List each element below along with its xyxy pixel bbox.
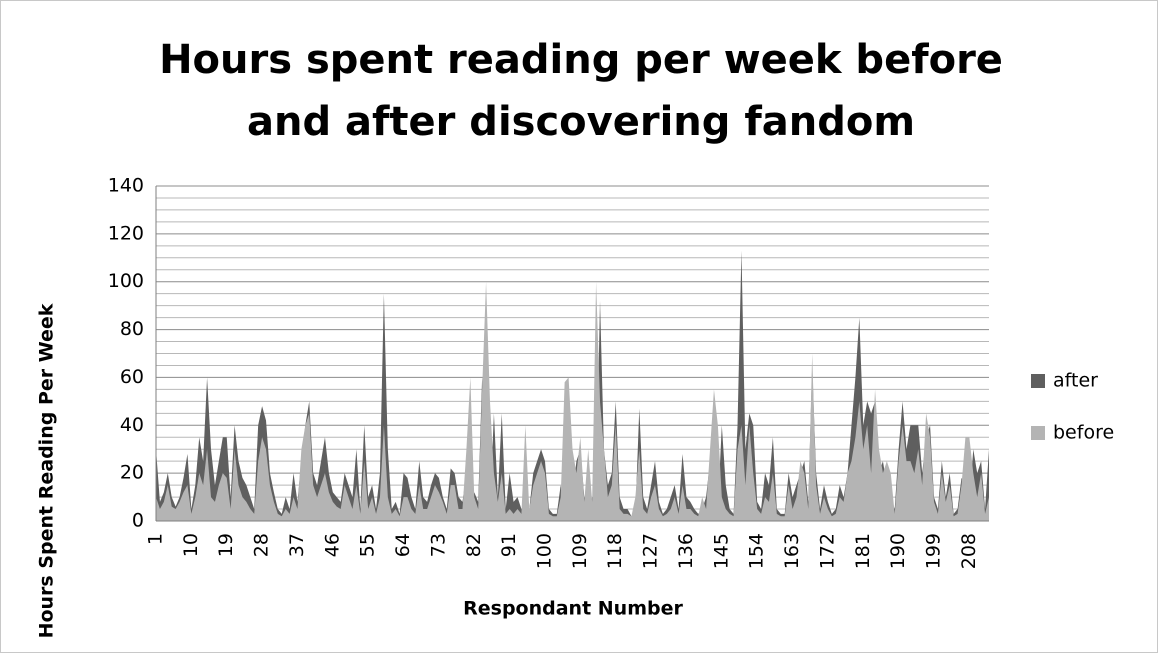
- x-tick-label: 127: [640, 533, 662, 569]
- x-tick-label: 109: [569, 533, 591, 569]
- x-tick-label: 91: [498, 533, 520, 557]
- x-tick-label: 37: [286, 533, 308, 557]
- x-tick-label: 199: [922, 533, 944, 569]
- x-tick-label: 82: [463, 533, 485, 557]
- x-tick-label: 163: [781, 533, 803, 569]
- legend-label: before: [1053, 422, 1114, 444]
- y-tick-label: 120: [108, 222, 144, 244]
- x-tick-label: 19: [215, 533, 237, 557]
- x-axis-title: Respondant Number: [463, 598, 683, 620]
- x-tick-label: 1: [145, 533, 167, 545]
- x-tick-label: 118: [604, 533, 626, 569]
- legend-label: after: [1053, 370, 1098, 392]
- y-tick-label: 80: [120, 318, 144, 340]
- y-tick-label: 100: [108, 270, 144, 292]
- y-tick-label: 60: [120, 366, 144, 388]
- legend-swatch: [1031, 374, 1045, 388]
- x-tick-label: 10: [180, 533, 202, 557]
- x-tick-label: 172: [816, 533, 838, 569]
- x-tick-label: 181: [852, 533, 874, 569]
- legend-swatch: [1031, 426, 1045, 440]
- y-tick-label: 140: [108, 175, 144, 197]
- chart-title: Hours spent reading per week before and …: [159, 37, 1003, 145]
- y-axis-title: Hours Spent Reading Per Week: [36, 303, 58, 638]
- x-tick-label: 46: [321, 533, 343, 557]
- area: [156, 281, 989, 521]
- x-tick-label: 190: [887, 533, 909, 569]
- y-tick-label: 0: [132, 510, 144, 532]
- x-tick-label: 55: [357, 533, 379, 557]
- x-tick-label: 145: [710, 533, 732, 569]
- x-tick-label: 64: [392, 533, 414, 557]
- x-tick-label: 73: [427, 533, 449, 557]
- y-tick-label: 20: [120, 462, 144, 484]
- x-tick-label: 28: [251, 533, 273, 557]
- y-tick-label: 40: [120, 414, 144, 436]
- x-tick-label: 100: [533, 533, 555, 569]
- x-tick-label: 154: [746, 533, 768, 569]
- x-tick-label: 136: [675, 533, 697, 569]
- area: [156, 250, 989, 521]
- x-tick-label: 208: [958, 533, 980, 569]
